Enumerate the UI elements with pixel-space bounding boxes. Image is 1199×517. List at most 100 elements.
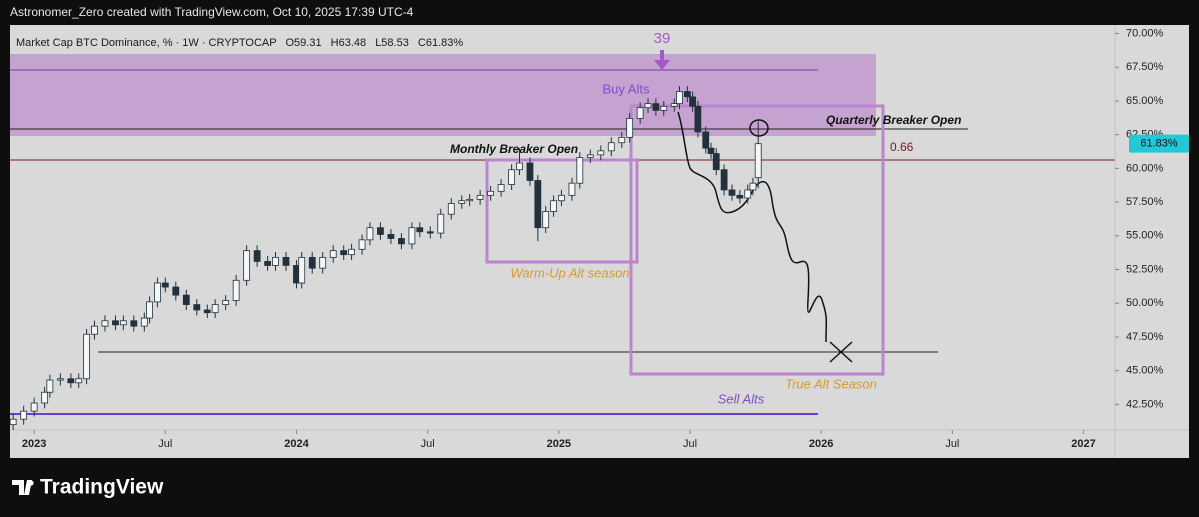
footer-logo: TradingView — [40, 476, 164, 499]
y-tick-label: 42.50% — [1126, 398, 1164, 410]
y-tick-label: 65.00% — [1126, 95, 1164, 107]
legend: Market Cap BTC Dominance, % · 1W · CRYPT… — [16, 37, 463, 49]
x-tick-label: 2027 — [1071, 438, 1095, 450]
logo-mark — [12, 480, 32, 495]
candle-body — [41, 391, 49, 404]
annotation: Quarterly Breaker Open — [826, 113, 961, 127]
candle-body — [140, 317, 148, 327]
candle-body — [437, 213, 445, 234]
y-tick-label: 47.50% — [1126, 331, 1164, 343]
candle-body — [211, 304, 219, 314]
x-tick-label: Jul — [421, 438, 435, 450]
x-tick-label: 2026 — [809, 438, 833, 450]
annotation: 39 — [654, 30, 671, 47]
candle-body — [508, 169, 516, 185]
candle-body — [408, 227, 416, 245]
candle-body — [20, 410, 28, 420]
warmup-box — [485, 158, 639, 264]
candle-body — [264, 261, 272, 266]
candle-body — [30, 402, 38, 412]
candle-body — [660, 105, 668, 111]
candle-body — [720, 169, 728, 191]
candle-body — [466, 198, 474, 202]
y-tick-label: 52.50% — [1126, 263, 1164, 275]
alt-season-box — [629, 104, 885, 376]
y-tick-label: 67.50% — [1126, 61, 1164, 73]
legend-value: O59.31 — [285, 37, 321, 49]
candle-body — [161, 282, 169, 288]
candle-body — [222, 300, 230, 305]
y-tick-label: 50.00% — [1126, 297, 1164, 309]
candle-body — [298, 256, 306, 284]
candle-body — [497, 184, 505, 192]
candle-body — [694, 105, 702, 133]
candle-body — [487, 190, 495, 196]
candle-body — [329, 250, 337, 258]
candle-body — [476, 194, 484, 200]
last-price-tag — [1129, 134, 1189, 153]
legend-value: C61.83% — [418, 37, 463, 49]
candle-body — [707, 147, 715, 154]
arrow-head — [654, 60, 670, 70]
legend-value: H63.48 — [331, 37, 366, 49]
candle-body — [56, 378, 64, 381]
header: Astronomer_Zero created with TradingView… — [10, 5, 414, 19]
x-tick-label: 2025 — [547, 438, 571, 450]
candle-body — [534, 180, 542, 229]
candle-body — [426, 231, 434, 234]
candle-body — [683, 91, 691, 98]
y-tick-label: 45.00% — [1126, 365, 1164, 377]
candle-body — [348, 248, 355, 256]
candle-body — [670, 103, 678, 107]
candle-body — [728, 189, 736, 196]
circle-mark — [749, 119, 769, 137]
candle-body — [744, 189, 752, 199]
y-tick-label: 70.00% — [1126, 27, 1164, 39]
candles — [9, 86, 762, 430]
candle-body — [558, 194, 565, 202]
projection — [677, 111, 828, 343]
candle-body — [146, 301, 153, 319]
candle-body — [550, 200, 557, 212]
candle-body — [618, 136, 626, 144]
candle-body — [319, 256, 327, 269]
annotation: Warm-Up Alt season — [510, 265, 629, 280]
candle-body — [119, 320, 127, 326]
candle-body — [340, 250, 348, 256]
candle-body — [542, 211, 550, 229]
x-tick-label: 2024 — [284, 438, 309, 450]
candle-body — [232, 279, 240, 301]
candle-body — [130, 320, 138, 327]
annotation: True Alt Season — [785, 376, 877, 391]
candle-body — [46, 379, 54, 393]
candle-body — [387, 234, 395, 239]
annotation: Monthly Breaker Open — [450, 142, 578, 156]
candle-body — [568, 182, 576, 196]
candle-body — [172, 286, 180, 296]
candle-body — [458, 200, 466, 204]
candle-body — [112, 320, 119, 326]
candle-body — [272, 256, 279, 266]
candle-body — [689, 96, 697, 107]
chart-title: Market Cap BTC Dominance, % · 1W · CRYPT… — [16, 37, 276, 49]
candle-body — [91, 325, 98, 335]
candle-body — [377, 227, 384, 235]
annotation: 0.66 — [890, 140, 914, 154]
candle-body — [526, 162, 534, 181]
candle-body — [447, 203, 455, 215]
candle-body — [702, 131, 710, 149]
candle-body — [398, 238, 405, 245]
y-tick-label: 60.00% — [1126, 162, 1164, 174]
candle-body — [75, 378, 83, 384]
candle-body — [516, 162, 523, 171]
candle-body — [576, 157, 584, 184]
y-tick-label: 57.50% — [1126, 196, 1164, 208]
candle-body — [101, 320, 109, 327]
candle-body — [712, 153, 720, 171]
logo-dot — [28, 480, 34, 486]
candle-body — [754, 143, 762, 179]
annotation: Buy Alts — [603, 81, 650, 96]
candle-body — [308, 256, 316, 269]
candle-body — [282, 256, 290, 266]
